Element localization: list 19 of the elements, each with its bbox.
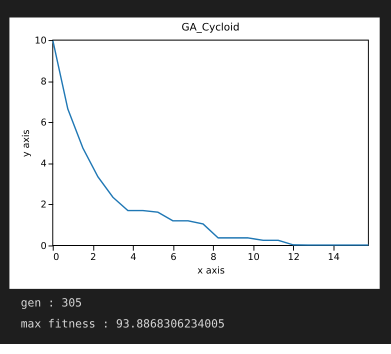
y-tick-label: 8 <box>40 76 47 88</box>
x-tick-label: 0 <box>53 252 60 264</box>
x-tick-label: 12 <box>288 252 300 264</box>
y-tick-label: 6 <box>40 118 47 129</box>
y-tick-label: 2 <box>40 200 47 211</box>
y-tick-label: 0 <box>40 240 47 252</box>
x-tick-label: 6 <box>170 252 176 264</box>
text: max fitness : 93.8868306234005 <box>20 317 225 330</box>
x-tick-label: 8 <box>210 252 217 264</box>
x-axis-title: x axis <box>197 265 225 276</box>
text: gen : 305 <box>20 296 82 310</box>
y-axis-title: y axis <box>20 129 32 157</box>
chart-title: GA_Cycloid <box>182 22 240 34</box>
x-tick-label: 10 <box>248 252 260 264</box>
x-tick-label: 2 <box>90 252 96 264</box>
y-tick-label: 10 <box>34 35 47 46</box>
y-tick-label: 4 <box>40 158 47 170</box>
x-tick-label: 4 <box>130 252 136 264</box>
x-tick-label: 14 <box>328 252 340 264</box>
